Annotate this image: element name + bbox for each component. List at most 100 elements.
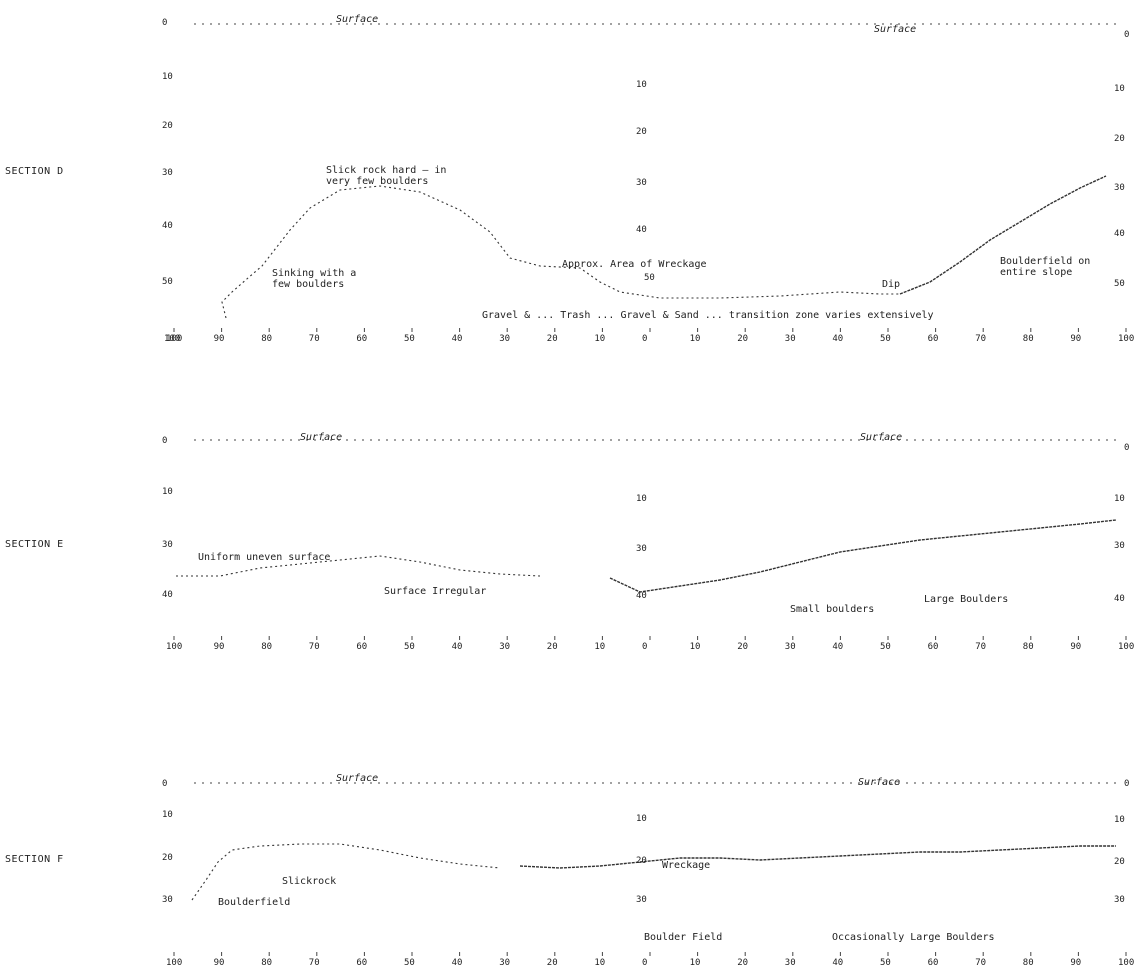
distance-tick-label: 30 [499,642,511,652]
section-d-note-slickrock-1: Slick rock hard – in [326,165,447,176]
section-f-depth-right-1: 10 [1114,815,1125,825]
seabed-profile [191,843,501,901]
distance-tick-label: 70 [975,642,987,652]
section-d-depth-right-3: 30 [1114,183,1125,193]
section-f-surface-right: Surface [858,777,901,788]
distance-tick-label: 10 [594,334,606,344]
distance-tick-label: 90 [213,958,225,968]
distance-tick-label: 70 [308,334,320,344]
distance-tick-label: 50 [404,334,415,344]
section-e-depth-center-2: 40 [636,591,647,601]
distance-tick-label: 10 [594,958,606,968]
section-d-depth-center-4: 50 [644,273,655,283]
distance-tick-label: 90 [1070,334,1082,344]
section-d-depth-left-6: 100 [164,334,181,344]
section-f-note-boulder-field: Boulder Field [644,932,723,943]
distance-tick-label: 20 [546,334,558,344]
distance-tick-label: 20 [546,642,558,652]
distance-tick-label: 100 [166,642,183,652]
distance-tick-label: 40 [451,642,463,652]
seabed-profile [221,185,900,319]
section-e-surface-left: Surface [300,432,343,443]
distance-tick-label: 80 [1022,958,1034,968]
section-f-depth-left-3: 30 [162,895,173,905]
distance-tick-label: 20 [737,334,749,344]
seabed-profile [899,175,1107,295]
section-f-note-slickrock: Slickrock [282,876,337,887]
distance-tick-label: 0 [642,334,648,344]
distance-tick-label: 20 [737,958,749,968]
section-f-label: SECTION F [5,854,64,865]
section-f-note-boulderfield: Boulderfield [218,897,291,908]
distance-tick-label: 80 [261,958,273,968]
section-d-surface-left: Surface [336,14,379,25]
section-d-depth-center-2: 30 [636,178,647,188]
section-d-depth-right-1: 10 [1114,84,1125,94]
section-e-note-small-boulders: Small boulders [790,604,875,615]
section-e-depth-right-2: 30 [1114,541,1125,551]
distance-tick-label: 40 [451,958,463,968]
section-d-note-dip: Dip [882,279,901,290]
distance-tick-label: 40 [451,334,463,344]
section-d-depth-center-3: 40 [636,225,647,235]
distance-tick-label: 60 [927,958,939,968]
distance-tick-label: 60 [356,642,368,652]
section-d-note-wreckage: Approx. Area of Wreckage [562,259,707,270]
distance-tick-label: 50 [404,642,415,652]
distance-tick-label: 90 [213,334,225,344]
section-d-label: SECTION D [5,166,64,177]
distance-tick-label: 100 [1118,958,1135,968]
section-d-note-boulderfield-2: entire slope [1000,267,1073,278]
distance-tick-label: 20 [737,642,749,652]
section-e-note-uniform: Uniform uneven surface [198,552,331,563]
section-f-depth-right-2: 20 [1114,857,1125,867]
distance-tick-label: 90 [1070,642,1082,652]
section-e-depth-center-1: 30 [636,544,647,554]
section-d-depth-left-3: 30 [162,168,173,178]
section-f-depth-left-2: 20 [162,853,173,863]
distance-tick-label: 100 [166,334,183,344]
distance-tick-label: 30 [499,958,511,968]
section-d-depth-left-2: 20 [162,121,173,131]
distance-tick-label: 70 [308,642,320,652]
distance-tick-label: 50 [880,642,891,652]
section-d-depth-left-5: 50 [162,277,173,287]
section-f-depth-right-3: 30 [1114,895,1125,905]
section-e-depth-center-0: 10 [636,494,647,504]
distance-tick-label: 90 [1070,958,1082,968]
section-f-note-large-boulders: Occasionally Large Boulders [832,932,995,943]
section-d-depth-center-0: 10 [636,80,647,90]
section-d-depth-left-1: 10 [162,72,173,82]
distance-tick-label: 10 [689,642,701,652]
seabed-profile [519,845,1116,869]
section-d-depth-left-0: 0 [162,18,168,28]
seabed-profile [609,519,1117,593]
section-e-surface-right: Surface [860,432,903,443]
section-f-depth-right-0: 0 [1124,779,1130,789]
section-d-depth-right-0: 0 [1124,30,1130,40]
distance-tick-label: 60 [927,642,939,652]
section-d-depth-right-5: 50 [1114,279,1125,289]
distance-tick-label: 60 [356,334,368,344]
distance-tick-label: 30 [784,334,796,344]
distance-tick-label: 90 [213,642,225,652]
section-e-depth-left-0: 0 [162,436,168,446]
distance-tick-label: 30 [784,958,796,968]
distance-tick-label: 50 [880,958,891,968]
distance-tick-label: 30 [499,334,511,344]
distance-tick-label: 80 [261,642,273,652]
distance-tick-label: 10 [689,958,701,968]
section-d-note-slickrock-2: very few boulders [326,176,429,187]
section-d-depth-right-4: 40 [1114,229,1125,239]
distance-tick-label: 70 [308,958,320,968]
distance-tick-label: 80 [1022,334,1034,344]
section-e-depth-right-3: 40 [1114,594,1125,604]
section-d-surface-right: Surface [874,24,917,35]
section-e-note-irregular: Surface Irregular [384,586,487,597]
distance-tick-label: 100 [1118,642,1135,652]
distance-tick-label: 40 [832,958,844,968]
distance-tick-label: 80 [261,334,273,344]
section-f-depth-left-1: 10 [162,810,173,820]
distance-tick-label: 70 [975,334,987,344]
distance-tick-label: 50 [880,334,891,344]
